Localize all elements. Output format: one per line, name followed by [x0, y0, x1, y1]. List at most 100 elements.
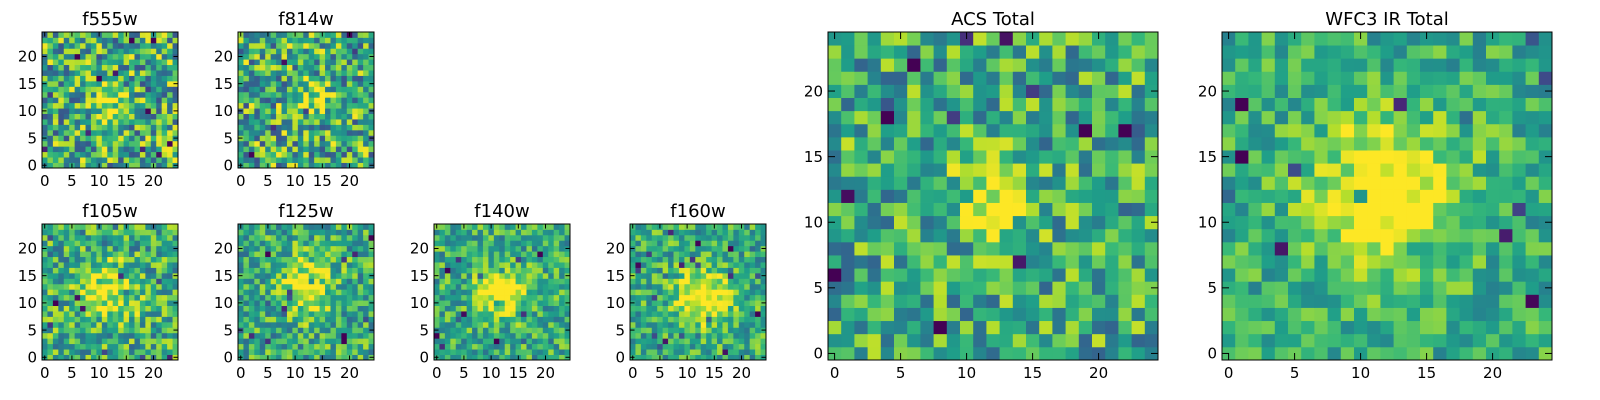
heatmap-cell — [85, 311, 92, 317]
heatmap-cell — [1367, 255, 1381, 269]
heatmap-cell — [357, 64, 364, 71]
heatmap-cell — [510, 321, 516, 328]
heatmap-cell — [1446, 202, 1460, 217]
heatmap-cell — [243, 278, 250, 285]
heatmap-cell — [841, 123, 855, 138]
heatmap-cell — [1012, 294, 1027, 308]
heatmap-cell — [450, 289, 457, 296]
heatmap-cell — [635, 289, 642, 296]
heatmap-cell — [145, 343, 152, 350]
heatmap-cell — [673, 300, 680, 306]
heatmap-cell — [330, 53, 337, 60]
heatmap-cell — [139, 75, 146, 82]
heatmap-cell — [466, 262, 473, 268]
heatmap-cell — [112, 294, 119, 301]
heatmap-cell — [69, 157, 76, 163]
heatmap-cell — [668, 234, 674, 241]
heatmap-cell — [341, 37, 348, 44]
heatmap-cell — [58, 59, 65, 66]
heatmap-cell — [493, 332, 500, 339]
heatmap-cell — [717, 256, 723, 263]
heatmap-cell — [118, 240, 124, 247]
heatmap-cell — [1248, 202, 1262, 217]
heatmap-cell — [69, 300, 76, 306]
heatmap-cell — [129, 48, 135, 55]
heatmap-cell — [145, 327, 152, 334]
heatmap-cell — [1118, 294, 1132, 308]
heatmap-cell — [1235, 189, 1249, 203]
heatmap-cell — [58, 267, 65, 274]
heatmap-cell — [455, 338, 462, 345]
heatmap-cell — [101, 316, 108, 323]
heatmap-cell — [265, 338, 272, 345]
heatmap-cell — [139, 321, 146, 328]
heatmap-cell — [1012, 45, 1027, 59]
heatmap-cell — [1288, 215, 1302, 230]
heatmap-cell — [472, 316, 478, 323]
heatmap-cell — [733, 262, 740, 268]
heatmap-cell — [145, 146, 152, 153]
heatmap-cell — [477, 327, 484, 334]
heatmap-cell — [1367, 333, 1381, 348]
heatmap-cell — [733, 354, 740, 361]
heatmap-cell — [167, 338, 173, 345]
heatmap-cell — [678, 354, 685, 361]
heatmap-cell — [493, 234, 500, 241]
heatmap-cell — [722, 305, 729, 312]
heatmap-cell — [85, 245, 92, 252]
heatmap-cell — [760, 224, 767, 230]
heatmap-cell — [238, 70, 244, 76]
heatmap-cell — [150, 240, 157, 247]
heatmap-cell — [461, 272, 468, 279]
heatmap-cell — [749, 354, 756, 361]
heatmap-cell — [47, 32, 54, 38]
heatmap-cell — [1327, 241, 1342, 256]
heatmap-cell — [488, 267, 495, 274]
heatmap-cell — [363, 64, 369, 71]
heatmap-cell — [499, 256, 506, 263]
heatmap-cell — [499, 300, 506, 306]
heatmap-cell — [973, 228, 987, 243]
heatmap-cell — [684, 349, 691, 355]
heatmap-cell — [531, 262, 538, 268]
heatmap-cell — [286, 262, 293, 268]
heatmap-cell — [907, 189, 921, 203]
heatmap-cell — [297, 251, 304, 258]
heatmap-cell — [134, 146, 141, 153]
heatmap-cell — [107, 294, 114, 301]
heatmap-cell — [314, 64, 320, 71]
heatmap-cell — [678, 224, 685, 230]
heatmap-cell — [248, 75, 255, 82]
heatmap-cell — [646, 349, 653, 355]
heatmap-cell — [303, 305, 310, 312]
heatmap-cell — [161, 245, 168, 252]
heatmap-cell — [319, 135, 326, 142]
heatmap-cell — [1026, 97, 1040, 112]
heatmap-cell — [292, 327, 299, 334]
heatmap-cell — [74, 162, 81, 169]
heatmap-cell — [880, 176, 895, 190]
heatmap-cell — [243, 119, 250, 125]
heatmap-cell — [646, 321, 653, 328]
heatmap-cell — [646, 354, 653, 361]
heatmap-cell — [999, 32, 1014, 46]
heatmap-cell — [760, 234, 767, 241]
heatmap-cell — [999, 215, 1014, 230]
heatmap-cell — [69, 75, 76, 82]
heatmap-cell — [297, 32, 304, 38]
heatmap-cell — [841, 255, 855, 269]
heatmap-cell — [553, 234, 560, 241]
heatmap-cell — [651, 256, 658, 263]
heatmap-cell — [986, 150, 1000, 164]
heatmap-cell — [265, 75, 272, 82]
heatmap-cell — [635, 354, 642, 361]
heatmap-cell — [161, 32, 168, 38]
heatmap-cell — [960, 45, 974, 59]
heatmap-cell — [357, 332, 364, 339]
heatmap-cell — [259, 140, 266, 147]
heatmap-cell — [58, 251, 65, 258]
heatmap-cell — [161, 70, 168, 76]
heatmap-cell — [1393, 189, 1408, 203]
heatmap-cell — [630, 338, 636, 345]
heatmap-cell — [69, 332, 76, 339]
